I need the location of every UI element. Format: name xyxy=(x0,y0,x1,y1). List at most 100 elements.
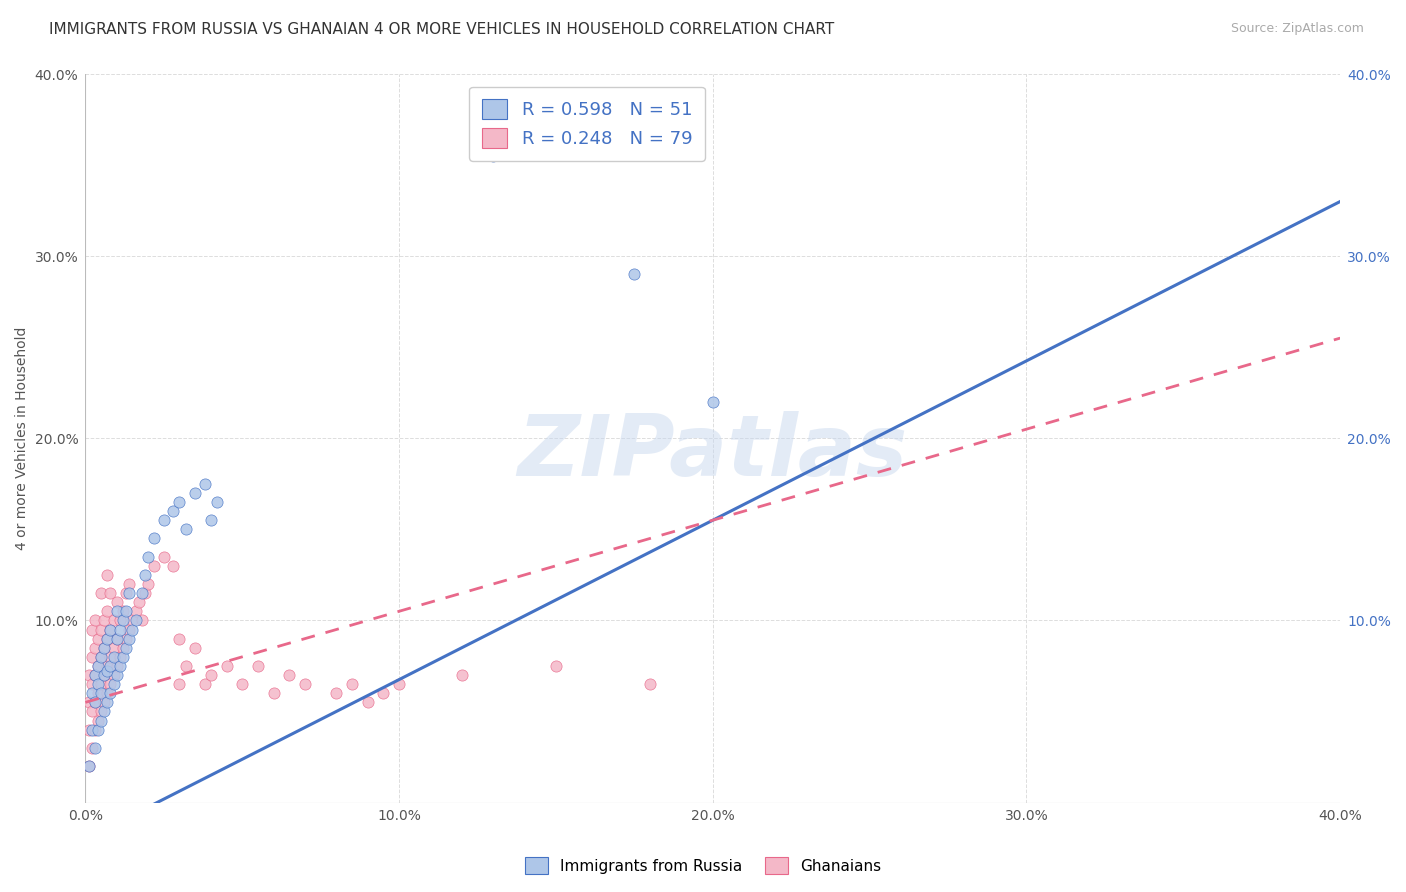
Point xyxy=(77,759,100,773)
Point xyxy=(544,659,567,673)
Point xyxy=(115,640,138,655)
Point xyxy=(96,632,118,646)
Point xyxy=(246,659,269,673)
Point xyxy=(105,595,128,609)
Point xyxy=(169,632,191,646)
Point xyxy=(143,558,166,573)
Point xyxy=(638,677,661,691)
Point xyxy=(111,640,134,655)
Point xyxy=(83,668,105,682)
Point xyxy=(194,476,217,491)
Point xyxy=(83,723,105,737)
Point xyxy=(77,723,100,737)
Point xyxy=(118,577,141,591)
Point xyxy=(136,549,159,564)
Point xyxy=(325,686,347,700)
Point xyxy=(134,586,156,600)
Point xyxy=(623,268,645,282)
Text: IMMIGRANTS FROM RUSSIA VS GHANAIAN 4 OR MORE VEHICLES IN HOUSEHOLD CORRELATION C: IMMIGRANTS FROM RUSSIA VS GHANAIAN 4 OR … xyxy=(49,22,834,37)
Point xyxy=(87,632,110,646)
Point xyxy=(118,623,141,637)
Point xyxy=(115,586,138,600)
Legend: R = 0.598   N = 51, R = 0.248   N = 79: R = 0.598 N = 51, R = 0.248 N = 79 xyxy=(470,87,706,161)
Point xyxy=(77,668,100,682)
Point xyxy=(96,665,118,679)
Point xyxy=(96,686,118,700)
Point xyxy=(108,623,131,637)
Point xyxy=(450,668,472,682)
Point xyxy=(105,604,128,618)
Point xyxy=(90,586,112,600)
Point xyxy=(80,740,103,755)
Point xyxy=(100,649,122,664)
Point xyxy=(357,695,380,709)
Text: ZIPatlas: ZIPatlas xyxy=(517,411,908,494)
Point xyxy=(90,677,112,691)
Point xyxy=(90,649,112,664)
Legend: Immigrants from Russia, Ghanaians: Immigrants from Russia, Ghanaians xyxy=(519,851,887,880)
Point xyxy=(83,695,105,709)
Point xyxy=(153,549,176,564)
Point xyxy=(194,677,217,691)
Point xyxy=(87,659,110,673)
Point xyxy=(162,504,184,518)
Point xyxy=(136,577,159,591)
Point xyxy=(103,677,125,691)
Point xyxy=(83,695,105,709)
Point xyxy=(96,659,118,673)
Point xyxy=(200,668,222,682)
Point xyxy=(118,586,141,600)
Point xyxy=(294,677,316,691)
Point xyxy=(108,659,131,673)
Point xyxy=(174,522,197,536)
Point xyxy=(124,604,146,618)
Point xyxy=(108,649,131,664)
Point xyxy=(134,567,156,582)
Point xyxy=(184,486,207,500)
Point xyxy=(90,705,112,719)
Point xyxy=(482,149,505,163)
Point xyxy=(373,686,395,700)
Point xyxy=(87,677,110,691)
Point xyxy=(83,640,105,655)
Point xyxy=(215,659,238,673)
Point xyxy=(128,595,150,609)
Point xyxy=(121,614,143,628)
Y-axis label: 4 or more Vehicles in Household: 4 or more Vehicles in Household xyxy=(15,326,30,550)
Point xyxy=(121,623,143,637)
Point xyxy=(100,586,122,600)
Point xyxy=(115,632,138,646)
Point xyxy=(90,686,112,700)
Point xyxy=(124,614,146,628)
Point xyxy=(153,513,176,527)
Point xyxy=(80,723,103,737)
Point xyxy=(80,686,103,700)
Point xyxy=(111,649,134,664)
Point xyxy=(100,686,122,700)
Point xyxy=(100,677,122,691)
Point xyxy=(205,495,228,509)
Point xyxy=(278,668,301,682)
Point xyxy=(80,677,103,691)
Point xyxy=(80,649,103,664)
Point xyxy=(388,677,411,691)
Point xyxy=(83,614,105,628)
Point xyxy=(100,659,122,673)
Point xyxy=(90,714,112,728)
Point xyxy=(77,759,100,773)
Point xyxy=(87,714,110,728)
Point xyxy=(93,640,115,655)
Point xyxy=(108,614,131,628)
Point xyxy=(87,659,110,673)
Point xyxy=(162,558,184,573)
Point xyxy=(90,649,112,664)
Point xyxy=(111,604,134,618)
Point xyxy=(100,623,122,637)
Point xyxy=(231,677,253,691)
Point xyxy=(263,686,285,700)
Point xyxy=(105,668,128,682)
Point xyxy=(83,668,105,682)
Point xyxy=(184,640,207,655)
Point xyxy=(103,668,125,682)
Point xyxy=(96,604,118,618)
